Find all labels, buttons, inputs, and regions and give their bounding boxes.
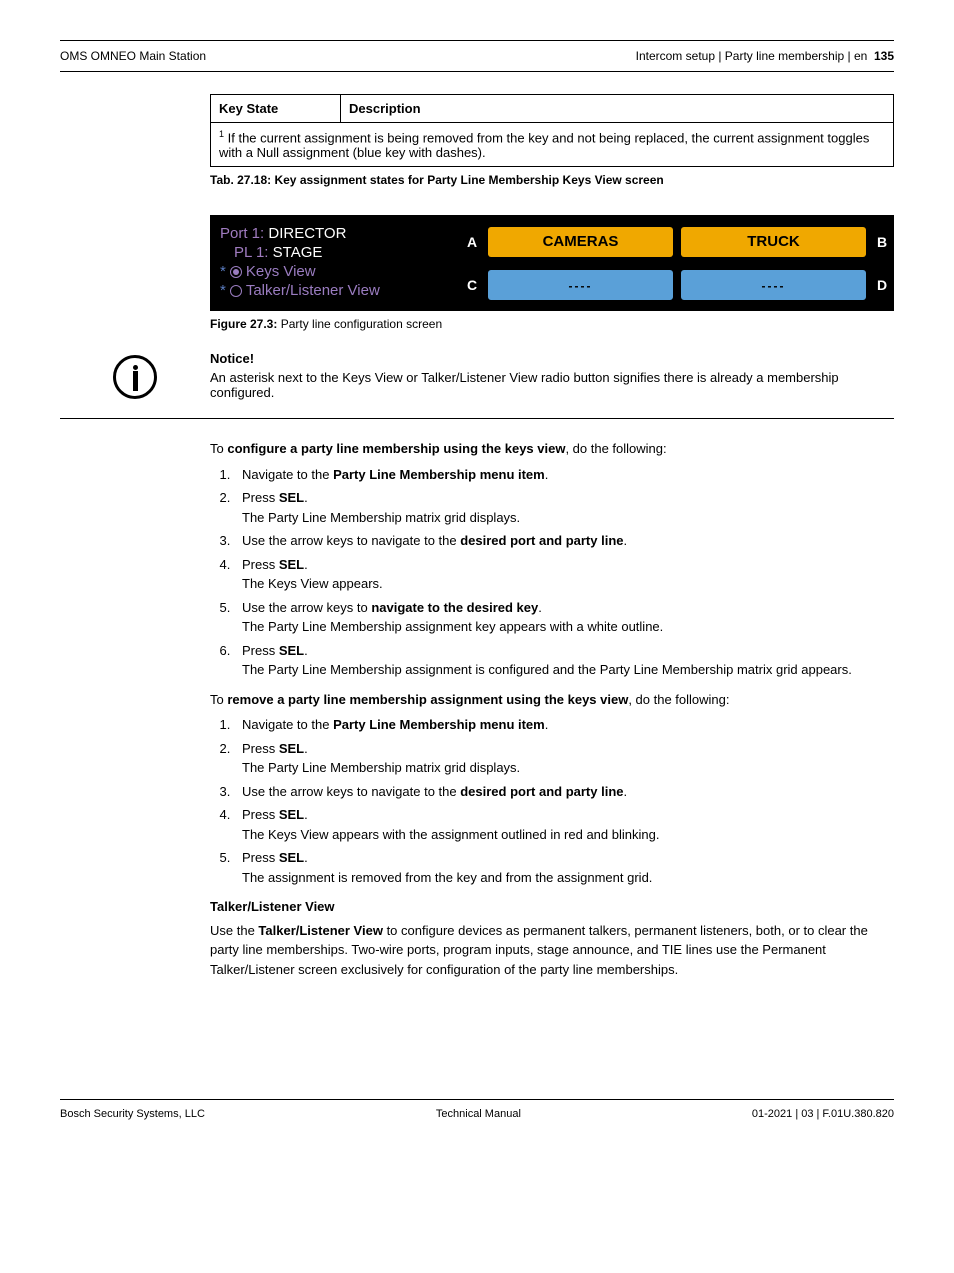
radio-unselected-icon (230, 285, 242, 297)
remove-steps-list: Navigate to the Party Line Membership me… (234, 715, 894, 887)
list-item: Press SEL.The Party Line Membership matr… (234, 739, 894, 778)
key-letter-d: D (874, 277, 890, 293)
notice-title: Notice! (210, 351, 894, 366)
notice-text: An asterisk next to the Keys View or Tal… (210, 370, 894, 400)
table-header-description: Description (341, 95, 894, 123)
asterisk-icon: * (220, 263, 226, 280)
key-cameras: CAMERAS (488, 227, 673, 257)
key-empty-c: ---- (488, 270, 673, 300)
key-truck: TRUCK (681, 227, 866, 257)
list-item: Press SEL.The Keys View appears. (234, 555, 894, 594)
radio-selected-icon (230, 266, 242, 278)
list-item: Press SEL.The Party Line Membership assi… (234, 641, 894, 680)
key-empty-d: ---- (681, 270, 866, 300)
asterisk-icon: * (220, 282, 226, 299)
instructions-body: To configure a party line membership usi… (210, 439, 894, 979)
config-right-panel: A CAMERAS TRUCK B C ---- ---- D (464, 223, 890, 303)
list-item: Press SEL.The assignment is removed from… (234, 848, 894, 887)
configure-steps-list: Navigate to the Party Line Membership me… (234, 465, 894, 680)
page-footer: Bosch Security Systems, LLC Technical Ma… (60, 1099, 894, 1120)
table-header-keystate: Key State (211, 95, 341, 123)
list-item: Press SEL.The Party Line Membership matr… (234, 488, 894, 527)
info-icon (60, 351, 210, 400)
list-item: Press SEL.The Keys View appears with the… (234, 805, 894, 844)
table-caption: Tab. 27.18: Key assignment states for Pa… (210, 173, 894, 187)
list-item: Use the arrow keys to navigate to the de… (234, 598, 894, 637)
config-screen-figure: Port 1: DIRECTOR PL 1: STAGE *Keys View … (210, 215, 894, 311)
section-title: Talker/Listener View (210, 897, 894, 917)
key-state-table: Key State Description 1 If the current a… (210, 94, 894, 167)
footer-center: Technical Manual (436, 1108, 521, 1120)
table-footnote-cell: 1 If the current assignment is being rem… (211, 123, 894, 167)
list-item: Use the arrow keys to navigate to the de… (234, 782, 894, 802)
key-letter-c: C (464, 277, 480, 293)
header-right: Intercom setup | Party line membership |… (636, 49, 894, 63)
key-letter-b: B (874, 234, 890, 250)
config-left-panel: Port 1: DIRECTOR PL 1: STAGE *Keys View … (214, 223, 464, 303)
footer-left: Bosch Security Systems, LLC (60, 1108, 205, 1120)
footer-right: 01-2021 | 03 | F.01U.380.820 (752, 1108, 894, 1120)
key-letter-a: A (464, 234, 480, 250)
list-item: Use the arrow keys to navigate to the de… (234, 531, 894, 551)
section-text: Use the Talker/Listener View to configur… (210, 921, 894, 980)
notice-block: Notice! An asterisk next to the Keys Vie… (60, 351, 894, 419)
list-item: Navigate to the Party Line Membership me… (234, 465, 894, 485)
figure-caption: Figure 27.3: Party line configuration sc… (210, 317, 894, 331)
page-header: OMS OMNEO Main Station Intercom setup | … (60, 40, 894, 72)
list-item: Navigate to the Party Line Membership me… (234, 715, 894, 735)
header-left: OMS OMNEO Main Station (60, 49, 206, 63)
